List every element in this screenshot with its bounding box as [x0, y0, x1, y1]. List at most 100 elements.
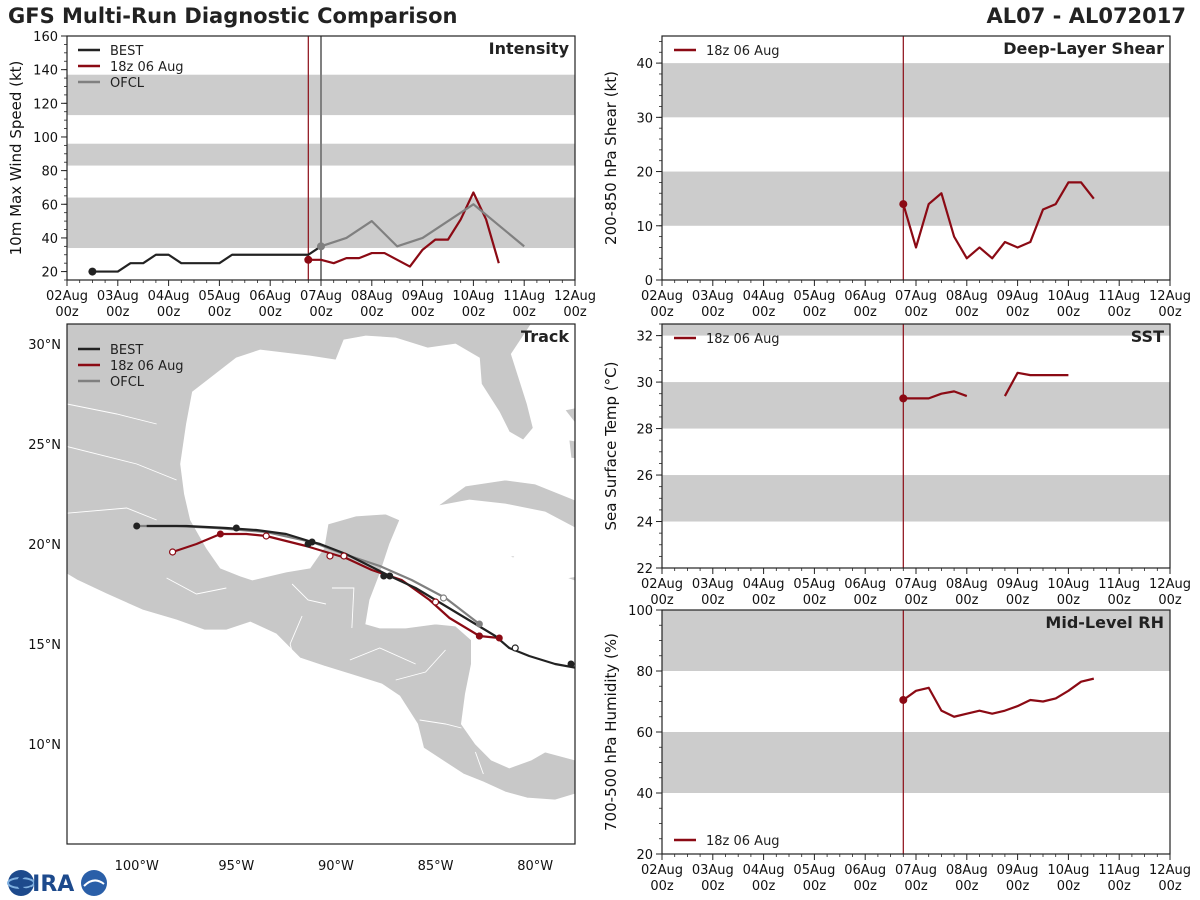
- rh-xtick-label: 05Aug: [793, 863, 835, 878]
- sst-xtick-label: 09Aug: [997, 577, 1039, 592]
- track-ytick-label: 15°N: [28, 638, 61, 653]
- sst-ytick-label: 28: [636, 423, 653, 438]
- sst-xtick-label: 00z: [955, 593, 979, 608]
- rh-ytick-label: 80: [636, 665, 653, 680]
- rh-xtick-label: 08Aug: [946, 863, 988, 878]
- intensity-xtick-label: 03Aug: [97, 289, 139, 304]
- track-ytick-label: 10°N: [28, 738, 61, 753]
- track-open-dot: [262, 532, 270, 540]
- intensity-xtick-label: 00z: [309, 305, 333, 320]
- sst-xtick-label: 00z: [1057, 593, 1081, 608]
- track-xtick-label: 90°W: [318, 859, 354, 874]
- track-open-dot: [511, 644, 519, 652]
- intensity-xtick-label: 07Aug: [300, 289, 342, 304]
- sst-xtick-label: 00z: [904, 593, 928, 608]
- sst-xtick-label: 07Aug: [895, 577, 937, 592]
- political-boundary: [474, 751, 484, 775]
- track-ytick-label: 20°N: [28, 538, 61, 553]
- rh-title: Mid-Level RH: [1045, 613, 1164, 632]
- track-filled-dot: [380, 572, 388, 580]
- intensity-xtick-label: 00z: [462, 305, 486, 320]
- intensity-start-dot: [317, 242, 325, 251]
- intensity-xtick-label: 05Aug: [198, 289, 240, 304]
- sst-xtick-label: 00z: [1158, 593, 1182, 608]
- intensity-xtick-label: 02Aug: [46, 289, 88, 304]
- track-filled-dot: [304, 540, 312, 548]
- shear-start-dot: [899, 200, 908, 209]
- rh-xtick-label: 09Aug: [997, 863, 1039, 878]
- rh-xtick-label: 07Aug: [895, 863, 937, 878]
- political-boundary: [395, 649, 446, 681]
- shear-xtick-label: 00z: [650, 305, 674, 320]
- track-xtick-label: 95°W: [218, 859, 254, 874]
- land-bahamas: [564, 407, 575, 424]
- sst-xtick-label: 00z: [752, 593, 776, 608]
- track-model-line: [172, 532, 500, 640]
- sst-ytick-label: 32: [636, 330, 653, 345]
- sst-ytick-label: 24: [636, 516, 653, 531]
- track-legend-label: BEST: [110, 343, 143, 358]
- track-map-layer: [67, 324, 575, 844]
- intensity-legend-label: 18z 06 Aug: [110, 60, 184, 75]
- intensity-xtick-label: 00z: [259, 305, 283, 320]
- rh-xtick-label: 00z: [650, 879, 674, 894]
- sst-ytick-label: 22: [636, 562, 653, 577]
- track-filled-dot: [216, 530, 224, 538]
- sst-xtick-label: 00z: [803, 593, 827, 608]
- land-north-america: [67, 324, 575, 801]
- shear-xtick-label: 05Aug: [793, 289, 835, 304]
- track-legend-label: 18z 06 Aug: [110, 359, 184, 374]
- shear-xtick-label: 06Aug: [844, 289, 886, 304]
- political-boundary: [67, 507, 157, 521]
- intensity-ylabel: 10m Max Wind Speed (kt): [7, 61, 25, 256]
- rh-xtick-label: 00z: [803, 879, 827, 894]
- intensity-xtick-label: 00z: [55, 305, 79, 320]
- intensity-ytick-label: 60: [41, 198, 58, 213]
- sst-xtick-label: 04Aug: [743, 577, 785, 592]
- shear-xtick-label: 04Aug: [743, 289, 785, 304]
- track-xtick-label: 80°W: [517, 859, 553, 874]
- political-boundary: [419, 719, 462, 729]
- intensity-series-line: [320, 203, 525, 248]
- shear-xtick-label: 08Aug: [946, 289, 988, 304]
- shear-xtick-label: 11Aug: [1098, 289, 1140, 304]
- track-filled-dot: [386, 572, 394, 580]
- intensity-xtick-label: 00z: [513, 305, 537, 320]
- rh-xtick-label: 00z: [1158, 879, 1182, 894]
- intensity-series-line: [92, 245, 322, 273]
- sst-title: SST: [1131, 327, 1164, 346]
- intensity-xtick-label: 08Aug: [351, 289, 393, 304]
- rh-xtick-label: 00z: [752, 879, 776, 894]
- sst-xtick-label: 05Aug: [793, 577, 835, 592]
- intensity-xtick-label: 00z: [157, 305, 181, 320]
- political-boundary: [331, 587, 355, 629]
- track-open-dot: [431, 598, 440, 606]
- rh-xtick-label: 00z: [904, 879, 928, 894]
- shear-xtick-label: 00z: [1158, 305, 1182, 320]
- page-title: GFS Multi-Run Diagnostic Comparison: [8, 4, 458, 28]
- rh-band: [662, 732, 1170, 793]
- shear-ytick-label: 40: [636, 57, 653, 72]
- track-xtick-label: 100°W: [115, 859, 159, 874]
- shear-title: Deep-Layer Shear: [1003, 39, 1164, 58]
- intensity-xtick-label: 04Aug: [148, 289, 190, 304]
- sst-band: [662, 475, 1170, 522]
- sst-xtick-label: 00z: [854, 593, 878, 608]
- rh-band: [662, 610, 1170, 671]
- political-boundary: [349, 647, 416, 665]
- shear-xtick-label: 00z: [854, 305, 878, 320]
- sst-xtick-label: 11Aug: [1098, 577, 1140, 592]
- rh-xtick-label: 03Aug: [692, 863, 734, 878]
- sst-xtick-label: 00z: [1108, 593, 1132, 608]
- land-jamaica: [565, 576, 575, 582]
- track-ytick-label: 25°N: [28, 438, 61, 453]
- intensity-series-line: [308, 191, 500, 268]
- land-grand-cayman: [509, 555, 517, 559]
- rh-xtick-label: 00z: [1057, 879, 1081, 894]
- rh-xtick-label: 06Aug: [844, 863, 886, 878]
- intensity-xtick-label: 00z: [411, 305, 435, 320]
- track-filled-dot: [232, 524, 240, 532]
- shear-ytick-label: 20: [636, 166, 653, 181]
- rh-xtick-label: 00z: [1108, 879, 1132, 894]
